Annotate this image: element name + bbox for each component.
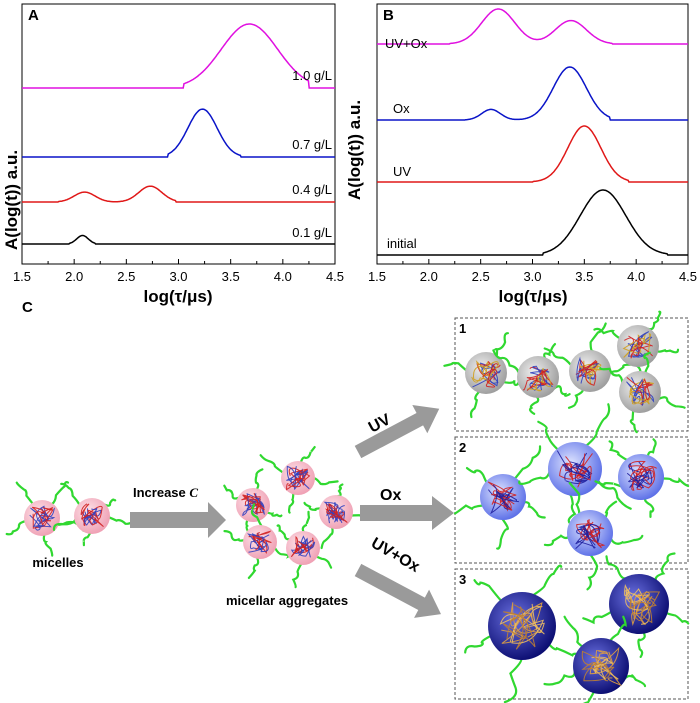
series-line-b-1 (377, 66, 688, 121)
box1-particle-5 (599, 351, 686, 434)
series-label-b-1: Ox (393, 101, 410, 116)
series-label-b-3: initial (387, 236, 417, 251)
micelle-group (5, 480, 136, 557)
micelle-2 (52, 482, 136, 547)
box2-particle-2 (518, 403, 632, 525)
result-box-3-number: 3 (459, 572, 466, 587)
box1-particle-1 (443, 332, 526, 419)
result-box-1 (454, 317, 689, 432)
ox-arrow (360, 496, 454, 530)
y-axis-label-b: A(log(t)) a.u. (345, 100, 364, 200)
series-label-b-0: UV+Ox (385, 36, 428, 51)
x-tick-label-a-5: 4.0 (274, 269, 292, 284)
x-tick-label-b-2: 2.5 (472, 269, 490, 284)
x-tick-label-a-2: 2.5 (117, 269, 135, 284)
panel-c: C micelles Increase C micellar aggregate… (5, 299, 690, 703)
x-tick-label-b-4: 3.5 (575, 269, 593, 284)
box1-particles (443, 310, 686, 434)
series-label-a-2: 0.4 g/L (292, 182, 332, 197)
result-box-1-number: 1 (459, 321, 466, 336)
ticks-group-b: 1.5 2.0 2.5 3.0 3.5 4.0 4.5 (368, 259, 697, 284)
aggregate-micelle-2 (259, 446, 339, 514)
box3-particle-1 (464, 564, 589, 703)
series-label-b-2: UV (393, 164, 411, 179)
series-label-a-0: 1.0 g/L (292, 68, 332, 83)
aggregate-micelle-5 (276, 510, 333, 589)
uv-arrow (354, 405, 440, 459)
series-line-a-0 (22, 23, 335, 89)
x-tick-label-a-0: 1.5 (13, 269, 31, 284)
box2-particle-4 (543, 482, 644, 591)
ox-arrow-label: Ox (380, 487, 401, 504)
uvox-arrow (354, 563, 441, 618)
panel-a: A 1.0 g/L 0.7 g/L 0.4 g/L 0.1 g/L 1.5 2.0 2.5… (13, 3, 344, 306)
series-label-a-3: 0.1 g/L (292, 225, 332, 240)
aggregates-label: micellar aggregates (226, 593, 348, 608)
y-axis-label-a: A(log(t)) a.u. (2, 150, 21, 250)
series-line-b-2 (377, 125, 688, 183)
series-line-b-0 (377, 8, 688, 45)
ticks-group-a: 1.5 2.0 2.5 3.0 3.5 4.0 4.5 (13, 259, 344, 284)
x-axis-label-a: log(τ/μs) (144, 287, 213, 306)
aggregate-micelle-4 (223, 503, 295, 579)
result-box-2 (454, 436, 689, 564)
aggregate-micelle-3 (303, 483, 373, 550)
series-line-a-3 (22, 234, 335, 245)
series-line-a-1 (22, 108, 335, 158)
series-line-a-2 (22, 185, 335, 203)
x-tick-label-a-6: 4.5 (326, 269, 344, 284)
x-tick-label-b-1: 2.0 (420, 269, 438, 284)
panel-label-c: C (22, 299, 33, 316)
uvox-arrow-label: UV+Ox (368, 535, 422, 576)
panel-label-a: A (28, 7, 39, 24)
micelles-label: micelles (32, 555, 83, 570)
series-label-a-1: 0.7 g/L (292, 137, 332, 152)
plot-frame-a (21, 3, 336, 265)
box2-particle-3 (594, 438, 690, 518)
box2-particle-1 (454, 445, 546, 550)
box3-particles (464, 552, 690, 703)
x-tick-label-b-6: 4.5 (679, 269, 697, 284)
x-tick-label-a-4: 3.5 (222, 269, 240, 284)
aggregate-group (223, 446, 373, 589)
series-line-b-3 (377, 189, 688, 256)
box3-particle-3 (543, 615, 647, 703)
result-box-2-number: 2 (459, 440, 466, 455)
x-tick-label-b-5: 4.0 (627, 269, 645, 284)
series-group-a: 1.0 g/L 0.7 g/L 0.4 g/L 0.1 g/L (22, 23, 335, 245)
x-tick-label-a-1: 2.0 (65, 269, 83, 284)
x-tick-label-b-0: 1.5 (368, 269, 386, 284)
increase-arrow (130, 502, 226, 538)
panel-b: B A(log(t)) a.u. UV+Ox Ox UV initial 1.5 2.0… (345, 3, 697, 306)
box1-particle-3 (543, 322, 632, 409)
result-box-3 (454, 568, 689, 700)
x-axis-label-b: log(τ/μs) (499, 287, 568, 306)
box2-particles (454, 403, 690, 591)
x-tick-label-b-3: 3.0 (523, 269, 541, 284)
x-tick-label-a-3: 3.0 (169, 269, 187, 284)
box1-particle-2 (492, 343, 571, 415)
panel-label-b: B (383, 7, 394, 24)
series-group-b: UV+Ox Ox UV initial (377, 8, 688, 256)
increase-label: Increase C (133, 485, 198, 500)
